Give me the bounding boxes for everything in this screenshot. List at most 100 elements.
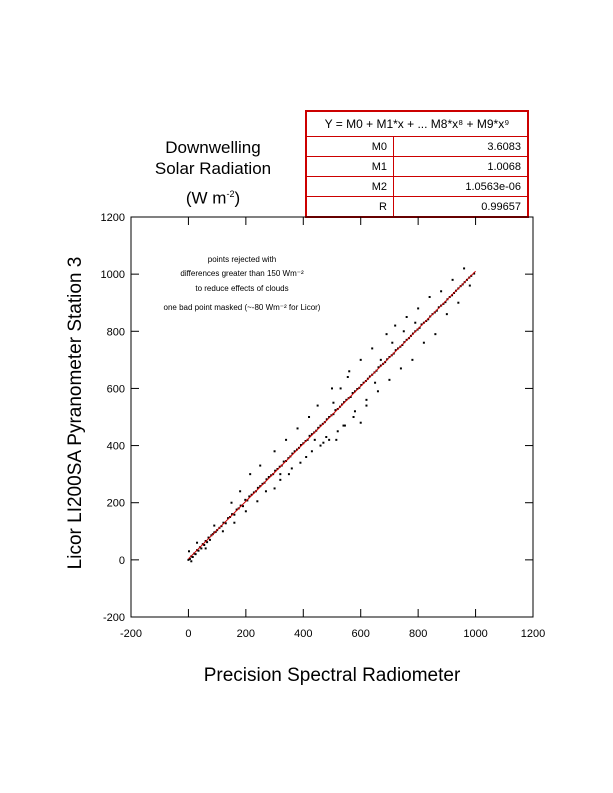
- data-point: [339, 387, 342, 390]
- data-point: [445, 313, 448, 316]
- title-line-1: Downwelling: [165, 138, 261, 157]
- x-tick-label: 600: [352, 628, 370, 640]
- data-point: [287, 473, 290, 476]
- data-point: [365, 404, 368, 407]
- data-point: [230, 501, 233, 504]
- annotation-4: one bad point masked (~-80 Wm⁻² for Lico…: [164, 303, 321, 312]
- data-point: [208, 538, 211, 541]
- data-point: [353, 410, 356, 413]
- data-point: [197, 549, 200, 552]
- data-point: [388, 378, 391, 381]
- data-point: [359, 358, 362, 361]
- chart-title: Downwelling Solar Radiation (W m-2): [128, 137, 298, 209]
- data-point: [376, 390, 379, 393]
- data-point: [196, 541, 199, 544]
- data-point: [348, 370, 351, 373]
- data-point: [451, 278, 454, 281]
- data-point: [351, 392, 354, 394]
- fit-coefficients-table: Y = M0 + M1*x + ... M8*x⁸ + M9*x⁹ M0 3.60…: [305, 110, 529, 218]
- data-point: [256, 500, 259, 503]
- data-point: [291, 452, 294, 455]
- data-point: [328, 438, 331, 441]
- x-tick-label: -200: [120, 628, 142, 640]
- x-tick-label: 0: [185, 628, 191, 640]
- data-point: [313, 438, 316, 441]
- data-point: [190, 560, 193, 563]
- data-point: [316, 404, 319, 407]
- data-point: [239, 490, 242, 493]
- data-point: [207, 536, 210, 539]
- data-point: [328, 416, 331, 418]
- data-point: [345, 398, 348, 401]
- data-point: [274, 469, 277, 472]
- data-point: [290, 467, 293, 470]
- x-tick-label: 400: [294, 628, 312, 640]
- fit-row: R 0.99657: [305, 196, 529, 218]
- data-point: [422, 341, 425, 344]
- x-tick-label: 200: [237, 628, 255, 640]
- data-point: [319, 444, 322, 447]
- data-point: [473, 272, 476, 275]
- data-point: [377, 366, 380, 369]
- data-point: [259, 464, 262, 467]
- data-point: [273, 487, 276, 490]
- data-point: [239, 504, 242, 507]
- data-point: [379, 358, 382, 361]
- annotation-2: differences greater than 150 Wm⁻²: [180, 269, 304, 278]
- data-point: [222, 521, 225, 524]
- data-point: [394, 349, 397, 352]
- data-point: [417, 307, 420, 310]
- data-point: [285, 438, 288, 441]
- data-point: [221, 530, 224, 533]
- data-point: [296, 427, 299, 430]
- fit-row: M1 1.0068: [305, 156, 529, 177]
- data-point: [463, 267, 466, 270]
- title-units: (W m-2): [185, 188, 241, 208]
- fit-row: M2 1.0563e-06: [305, 176, 529, 197]
- data-point: [256, 486, 259, 489]
- data-point: [282, 460, 285, 463]
- data-point: [293, 450, 296, 453]
- data-point: [188, 558, 191, 560]
- data-point: [343, 424, 346, 427]
- y-tick-label: 800: [107, 326, 125, 338]
- data-point: [435, 309, 438, 312]
- data-point: [336, 430, 339, 433]
- data-point: [235, 508, 238, 511]
- data-point: [206, 541, 209, 544]
- y-tick-label: 0: [119, 555, 125, 567]
- data-point: [411, 358, 414, 361]
- data-point: [299, 444, 302, 446]
- data-point: [457, 301, 460, 304]
- data-point: [233, 513, 236, 516]
- data-point: [191, 556, 194, 558]
- data-point: [319, 424, 322, 427]
- y-tick-label: 1200: [101, 212, 125, 224]
- y-axis-label: Licor LI200SA Pyranometer Station 3: [65, 257, 86, 570]
- data-point: [194, 553, 197, 556]
- data-point: [273, 450, 276, 453]
- data-point: [227, 517, 230, 520]
- fit-line: [188, 270, 476, 560]
- data-point: [279, 473, 282, 476]
- data-point: [335, 438, 338, 441]
- data-point: [203, 544, 206, 546]
- data-point: [391, 341, 394, 344]
- data-point: [317, 426, 320, 429]
- y-tick-label: 200: [107, 498, 125, 510]
- data-point: [414, 321, 417, 324]
- data-point: [187, 558, 190, 561]
- annotation-1: points rejected with: [208, 255, 276, 264]
- x-axis-label: Precision Spectral Radiometer: [204, 665, 461, 686]
- data-point: [405, 316, 408, 318]
- data-point: [322, 441, 325, 444]
- data-point: [332, 401, 335, 404]
- data-point: [204, 547, 207, 550]
- x-tick-label: 800: [409, 628, 427, 640]
- data-point: [252, 491, 255, 494]
- data-point: [325, 418, 328, 421]
- data-point: [267, 476, 270, 478]
- data-point: [265, 478, 268, 481]
- data-point: [305, 456, 308, 458]
- data-point: [310, 433, 313, 436]
